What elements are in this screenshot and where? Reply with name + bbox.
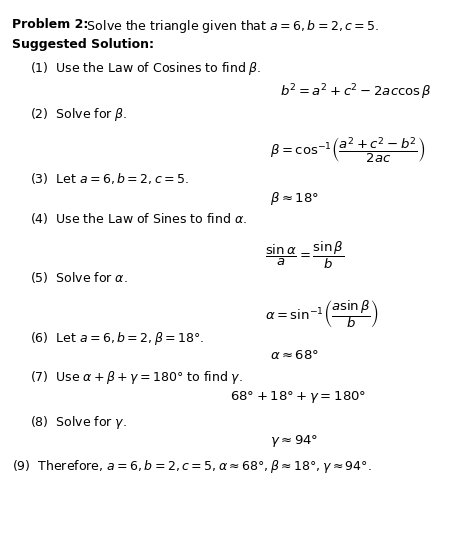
Text: $68° + 18° + \gamma = 180°$: $68° + 18° + \gamma = 180°$ <box>230 389 366 405</box>
Text: (1)  Use the Law of Cosines to find $\beta$.: (1) Use the Law of Cosines to find $\bet… <box>30 60 262 77</box>
Text: (4)  Use the Law of Sines to find $\alpha$.: (4) Use the Law of Sines to find $\alpha… <box>30 211 247 226</box>
Text: Suggested Solution:: Suggested Solution: <box>12 38 154 51</box>
Text: $\dfrac{\sin \alpha}{a} = \dfrac{\sin \beta}{b}$: $\dfrac{\sin \alpha}{a} = \dfrac{\sin \b… <box>265 240 345 271</box>
Text: $b^2 = a^2 + c^2 - 2ac \cos \beta$: $b^2 = a^2 + c^2 - 2ac \cos \beta$ <box>280 82 432 102</box>
Text: (8)  Solve for $\gamma$.: (8) Solve for $\gamma$. <box>30 414 127 431</box>
Text: (5)  Solve for $\alpha$.: (5) Solve for $\alpha$. <box>30 270 128 285</box>
Text: $\alpha = \sin^{-1}\!\left(\dfrac{a \sin \beta}{b}\right)$: $\alpha = \sin^{-1}\!\left(\dfrac{a \sin… <box>265 298 379 330</box>
Text: $\beta \approx 18°$: $\beta \approx 18°$ <box>270 190 319 207</box>
Text: (7)  Use $\alpha + \beta + \gamma = 180°$ to find $\gamma$.: (7) Use $\alpha + \beta + \gamma = 180°$… <box>30 369 243 386</box>
Text: (3)  Let $a = 6, b = 2, c = 5$.: (3) Let $a = 6, b = 2, c = 5$. <box>30 171 189 186</box>
Text: $\beta = \cos^{-1}\!\left(\dfrac{a^2 + c^2 - b^2}{2ac}\right)$: $\beta = \cos^{-1}\!\left(\dfrac{a^2 + c… <box>270 136 426 165</box>
Text: (9)  Therefore, $a = 6, b = 2, c = 5, \alpha \approx 68°, \beta \approx 18°, \ga: (9) Therefore, $a = 6, b = 2, c = 5, \al… <box>12 458 372 475</box>
Text: $\alpha \approx 68°$: $\alpha \approx 68°$ <box>270 349 319 362</box>
Text: Solve the triangle given that $a = 6, b = 2, c = 5$.: Solve the triangle given that $a = 6, b … <box>83 18 379 35</box>
Text: (6)  Let $a = 6, b = 2, \beta = 18°$.: (6) Let $a = 6, b = 2, \beta = 18°$. <box>30 330 204 347</box>
Text: Problem 2:: Problem 2: <box>12 18 88 31</box>
Text: (2)  Solve for $\beta$.: (2) Solve for $\beta$. <box>30 106 127 123</box>
Text: $\gamma \approx 94°$: $\gamma \approx 94°$ <box>270 433 319 449</box>
